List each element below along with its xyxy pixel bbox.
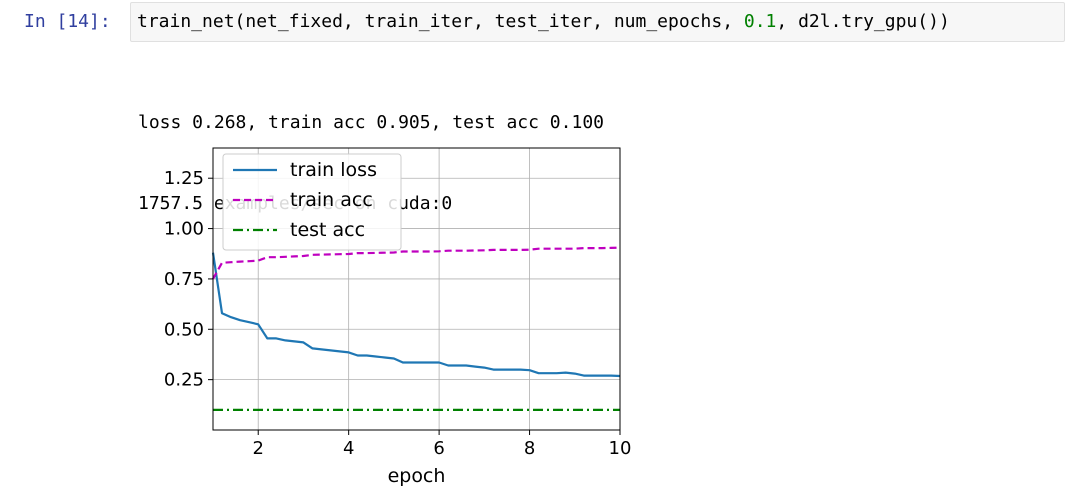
x-tick-label: 8 [524, 438, 535, 459]
x-tick-label: 6 [433, 438, 444, 459]
x-tick-label: 4 [343, 438, 354, 459]
x-tick-label: 10 [609, 438, 632, 459]
series-line [212, 246, 621, 280]
code-text: train_net(net_fixed, train_iter, test_it… [137, 11, 744, 32]
legend-box [222, 153, 402, 251]
y-tick-label: 0.25 [164, 370, 204, 391]
legend-label: train acc [290, 189, 373, 211]
plot-frame [212, 147, 621, 431]
cell-prompt: In [14]: [24, 11, 111, 32]
legend-label: test acc [290, 219, 365, 241]
y-tick-label: 1.25 [164, 168, 204, 189]
code-input[interactable]: train_net(net_fixed, train_iter, test_it… [130, 2, 1065, 42]
y-tick-label: 0.75 [164, 269, 204, 290]
output-line: loss 0.268, train acc 0.905, test acc 0.… [138, 112, 604, 133]
x-tick-label: 2 [252, 438, 263, 459]
series-line [211, 252, 621, 378]
code-text-tail: , d2l.try_gpu()) [776, 11, 950, 32]
legend-label: train loss [290, 159, 377, 181]
code-number-literal: 0.1 [743, 11, 777, 32]
y-tick-label: 0.50 [164, 319, 204, 340]
x-axis-label: epoch [388, 465, 446, 487]
y-tick-label: 1.00 [164, 219, 204, 240]
